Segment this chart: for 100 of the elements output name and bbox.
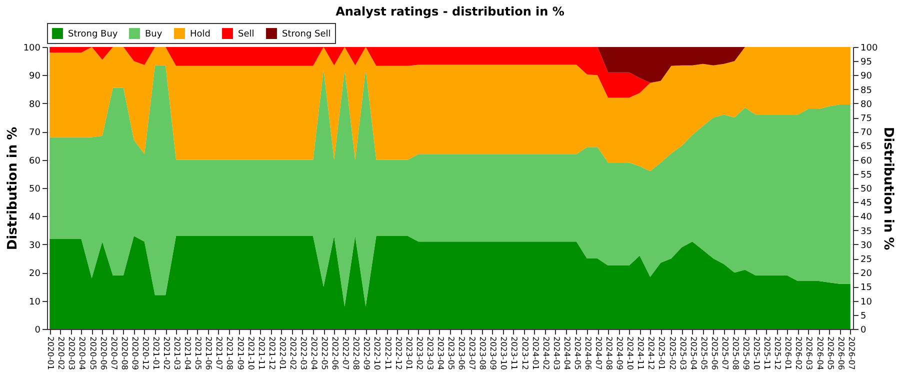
x-tick-label: 2024-12 (646, 336, 656, 370)
y-tick-label: 40 (29, 212, 41, 223)
y-tick-label: 90 (29, 72, 41, 82)
x-tick-label: 2022-10 (372, 336, 382, 370)
x-tick-label: 2022-07 (341, 336, 350, 370)
legend-label: Hold (190, 30, 210, 40)
x-tick-label: 2024-06 (583, 336, 592, 370)
x-tick-label: 2023-08 (478, 336, 488, 370)
x-tick-label: 2023-05 (446, 336, 456, 370)
x-tick-label: 2021-11 (256, 336, 266, 370)
legend-label: Strong Buy (68, 30, 118, 40)
x-tick-label: 2024-02 (541, 336, 550, 370)
y2-tick-label: 95 (860, 58, 872, 68)
x-tick-label: 2021-08 (225, 336, 234, 370)
y2-tick-label: 60 (860, 156, 872, 166)
x-tick-label: 2021-10 (246, 336, 256, 370)
x-tick-label: 2020-02 (56, 336, 66, 370)
x-tick-label: 2022-08 (352, 336, 361, 370)
x-tick-label: 2025-09 (742, 336, 751, 370)
x-tick-label: 2023-06 (457, 336, 466, 370)
x-tick-label: 2021-09 (236, 336, 245, 370)
x-tick-label: 2024-05 (572, 336, 582, 370)
x-tick-label: 2024-07 (594, 336, 604, 370)
legend-label: Strong Sell (282, 30, 331, 40)
x-tick-label: 2022-01 (278, 336, 287, 370)
x-tick-label: 2020-09 (130, 336, 140, 370)
x-tick-label: 2025-04 (688, 336, 698, 370)
x-tick-label: 2026-04 (815, 336, 824, 370)
x-tick-label: 2025-05 (699, 336, 708, 370)
y2-tick-label: 55 (860, 170, 872, 180)
y2-tick-label: 35 (860, 226, 872, 237)
x-tick-label: 2026-06 (836, 336, 846, 370)
x-tick-label: 2020-12 (140, 336, 150, 370)
x-tick-label: 2021-07 (214, 336, 224, 370)
x-tick-label: 2021-04 (183, 336, 192, 370)
y-tick-label: 50 (29, 184, 41, 194)
x-tick-label: 2024-03 (552, 336, 561, 370)
x-tick-label: 2023-02 (414, 336, 424, 370)
x-tick-label: 2021-01 (151, 336, 160, 370)
y-tick-label: 80 (29, 100, 41, 110)
y-tick-label: 20 (29, 269, 41, 280)
x-tick-label: 2022-02 (288, 336, 298, 370)
x-tick-label: 2020-01 (46, 336, 56, 370)
x-tick-label: 2021-03 (172, 336, 182, 370)
y2-tick-label: 5 (860, 311, 866, 322)
x-tick-label: 2023-01 (404, 336, 414, 370)
x-tick-label: 2025-06 (710, 336, 719, 370)
y2-tick-label: 20 (860, 269, 872, 280)
x-tick-label: 2022-05 (320, 336, 330, 370)
x-tick-label: 2023-07 (468, 336, 477, 370)
x-tick-label: 2020-08 (120, 336, 129, 370)
x-tick-label: 2024-01 (530, 336, 540, 370)
y2-axis-title: Distribution in % (880, 126, 896, 250)
x-tick-label: 2025-01 (657, 336, 666, 370)
x-tick-label: 2021-06 (204, 336, 214, 370)
x-tick-label: 2023-04 (436, 336, 445, 370)
y-tick-label: 30 (29, 240, 41, 251)
x-tick-label: 2020-07 (109, 336, 118, 370)
x-tick-label: 2021-12 (267, 336, 276, 370)
x-tick-label: 2021-05 (194, 336, 203, 370)
x-tick-label: 2023-11 (510, 336, 519, 370)
x-tick-label: 2022-03 (298, 336, 308, 370)
x-tick-label: 2022-09 (362, 336, 372, 370)
y2-tick-label: 80 (860, 100, 872, 110)
y2-tick-label: 40 (860, 212, 872, 223)
y2-tick-label: 30 (860, 240, 872, 251)
x-tick-label: 2022-12 (394, 336, 403, 370)
x-tick-label: 2025-11 (762, 336, 772, 370)
x-tick-label: 2025-02 (668, 336, 677, 370)
x-tick-label: 2026-01 (784, 336, 793, 370)
chart-title: Analyst ratings - distribution in % (336, 4, 564, 18)
y2-tick-label: 100 (860, 44, 878, 54)
x-tick-label: 2026-05 (826, 336, 835, 370)
x-tick-label: 2025-10 (752, 336, 762, 370)
x-tick-label: 2026-07 (846, 336, 856, 370)
y2-tick-label: 45 (860, 198, 872, 209)
x-tick-label: 2020-04 (78, 336, 87, 370)
y2-tick-label: 70 (860, 128, 872, 138)
x-tick-label: 2024-08 (604, 336, 614, 370)
legend-label: Sell (238, 30, 254, 40)
y2-tick-label: 0 (860, 326, 866, 336)
x-tick-label: 2021-02 (162, 336, 172, 370)
x-tick-label: 2025-08 (730, 336, 740, 370)
y-axis-title: Distribution in % (5, 126, 20, 250)
x-tick-label: 2026-03 (804, 336, 814, 370)
legend-label: Buy (145, 30, 163, 40)
x-tick-label: 2023-03 (425, 336, 434, 370)
x-tick-label: 2022-04 (310, 336, 319, 370)
y-tick-label: 0 (34, 326, 41, 336)
x-tick-label: 2025-03 (678, 336, 688, 370)
x-tick-label: 2020-03 (67, 336, 76, 370)
x-tick-label: 2022-11 (383, 336, 392, 370)
x-tick-label: 2020-05 (88, 336, 98, 370)
x-tick-label: 2023-12 (520, 336, 530, 370)
y2-tick-label: 25 (860, 255, 872, 265)
x-tick-label: 2023-10 (499, 336, 508, 370)
x-tick-label: 2025-12 (773, 336, 782, 370)
x-tick-label: 2020-06 (98, 336, 108, 370)
y-tick-label: 70 (29, 128, 41, 138)
x-tick-label: 2024-04 (562, 336, 572, 370)
